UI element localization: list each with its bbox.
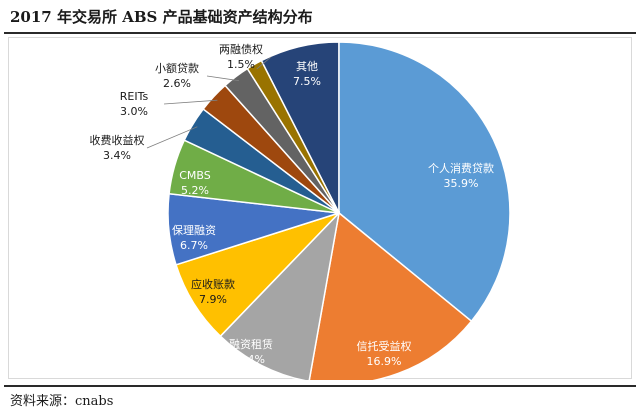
leader-line-reits [163,99,218,105]
slice-label-personal-consumer-loan: 个人消费贷款 [428,161,494,175]
slice-value-factoring: 6.7% [180,239,208,252]
slice-label-microloan: 小额贷款 [155,61,199,75]
slice-value-personal-consumer-loan: 35.9% [444,177,479,190]
pie-chart: 个人消费贷款 35.9% 信托受益权 16.9% 融资租赁 9.4% 应收账款 7.9% 保理融… [90,41,511,380]
slice-value-cmbs: 5.2% [181,184,209,197]
slice-label-financial-leasing: 融资租赁 [229,337,273,351]
leader-line-toll-revenue-right [146,126,198,149]
slice-value-accounts-receivable: 7.9% [199,293,227,306]
slice-value-reits: 3.0% [120,105,148,118]
slice-label-trust-beneficiary-right: 信托受益权 [357,339,412,353]
slice-label-reits: REITs [120,90,149,103]
slice-value-other: 7.5% [293,75,321,88]
pie-slice-margin-financing-claim [246,59,340,214]
slice-label-factoring: 保理融资 [172,223,216,237]
leader-line-margin-financing-claim [256,56,272,70]
pie-slice-financial-leasing [219,210,341,380]
figure-title: 2017 年交易所 ABS 产品基础资产结构分布 [10,8,313,26]
top-rule [4,32,636,34]
slice-label-accounts-receivable: 应收账款 [191,277,235,291]
slice-label-margin-financing-claim: 两融债权 [219,42,263,56]
slice-value-toll-revenue-right: 3.4% [103,149,131,162]
pie-slice-trust-beneficiary-right [308,211,473,380]
pie-slice-personal-consumer-loan [338,41,511,323]
slice-label-cmbs: CMBS [179,169,211,182]
slice-value-microloan: 2.6% [163,77,191,90]
chart-area: 个人消费贷款 35.9% 信托受益权 16.9% 融资租赁 9.4% 应收账款 7.9% 保理融… [8,37,632,380]
bottom-rule [4,385,636,387]
slice-value-financial-leasing: 9.4% [237,353,265,366]
leader-line-microloan [206,75,240,82]
source-note: 资料来源：cnabs [10,394,114,409]
slice-value-trust-beneficiary-right: 16.9% [367,355,402,368]
slice-label-other: 其他 [296,60,318,73]
figure: 2017 年交易所 ABS 产品基础资产结构分布 个人消费贷款 35.9% 信托受益… [4,4,636,409]
slice-value-margin-financing-claim: 1.5% [227,58,255,71]
slice-label-toll-revenue-right: 收费收益权 [90,133,145,147]
